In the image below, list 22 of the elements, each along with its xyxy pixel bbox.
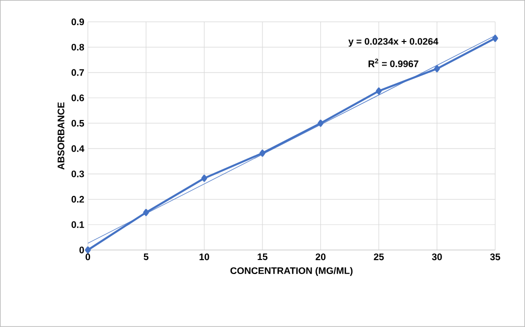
- y-axis-title: ABSORBANCE: [58, 102, 64, 170]
- x-tick-label: 10: [200, 254, 210, 260]
- x-tick-label: 15: [258, 254, 268, 260]
- y-tick-label: 0: [79, 246, 84, 254]
- x-tick-label: 5: [144, 254, 148, 260]
- y-tick-label: 0.8: [72, 44, 84, 51]
- x-tick-label: 0: [86, 254, 90, 260]
- y-tick-label: 0.9: [72, 18, 84, 26]
- y-tick-label: 0.4: [72, 145, 84, 152]
- y-tick-label: 0.6: [72, 94, 84, 102]
- y-tick-label: 0.1: [72, 221, 84, 228]
- annotation: y = 0.0234x + 0.0264: [348, 38, 438, 47]
- x-axis-title: CONCENTRATION (MG/ML): [230, 267, 353, 276]
- x-tick-label: 35: [490, 254, 500, 260]
- y-tick-label: 0.7: [72, 69, 84, 76]
- y-tick-label: 0.3: [72, 170, 84, 178]
- x-tick-label: 30: [432, 254, 442, 260]
- x-tick-label: 20: [316, 254, 326, 260]
- x-tick-label: 25: [374, 254, 384, 260]
- annotation: R$^{2}$ = 0.9967: [368, 58, 418, 68]
- y-tick-label: 0.2: [72, 196, 84, 203]
- y-tick-label: 0.5: [72, 120, 84, 127]
